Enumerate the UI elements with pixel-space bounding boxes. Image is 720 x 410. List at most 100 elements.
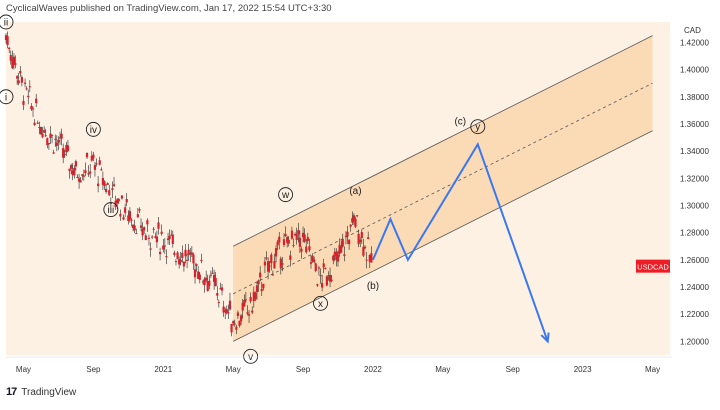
candle-body xyxy=(200,259,203,261)
candle-body xyxy=(225,309,228,314)
candle-body xyxy=(138,209,141,211)
candle-body xyxy=(6,36,9,45)
candle-body xyxy=(11,58,14,69)
candle-body xyxy=(301,232,305,238)
wave-label-2: iv xyxy=(85,121,101,137)
wave-label-text: y xyxy=(475,122,480,133)
candle-body xyxy=(212,274,216,282)
candle-body xyxy=(240,315,243,322)
candle-body xyxy=(182,261,186,267)
candle-body xyxy=(147,237,151,239)
candle-body xyxy=(271,274,274,276)
y-tick-label: 1.20000 xyxy=(680,337,709,346)
candle-body xyxy=(38,127,41,129)
candle-body xyxy=(98,160,101,165)
candle-body xyxy=(206,281,209,291)
y-tick-label: 1.38000 xyxy=(680,93,709,102)
wave-label-circle xyxy=(313,295,328,311)
candle-body xyxy=(85,152,89,158)
candle-body xyxy=(25,88,28,90)
candle-body xyxy=(179,259,182,263)
candle-body xyxy=(214,278,217,287)
candle-body xyxy=(227,312,230,314)
candle-body xyxy=(158,252,162,255)
candle-body xyxy=(279,258,282,269)
candle-body xyxy=(76,176,79,179)
candle-body xyxy=(101,177,104,185)
candle-body xyxy=(295,234,298,241)
candle-body xyxy=(251,310,254,313)
candle-body xyxy=(282,239,286,245)
y-tick-label: 1.32000 xyxy=(680,174,709,183)
x-tick-label: 2021 xyxy=(154,365,172,374)
candle-body xyxy=(160,231,163,234)
candle-body xyxy=(352,215,355,221)
x-tick-label: 2022 xyxy=(364,365,382,374)
candle-body xyxy=(257,280,260,285)
wave-label-circle xyxy=(0,14,14,30)
wave-label-text: x xyxy=(318,299,323,310)
candle-body xyxy=(23,82,27,84)
candle-body xyxy=(166,238,170,240)
wave-label-text: v xyxy=(248,352,253,363)
candle-body xyxy=(44,135,47,137)
candle-body xyxy=(9,55,12,61)
candle-body xyxy=(54,138,57,140)
candle-body xyxy=(198,274,201,280)
candle-body xyxy=(58,137,62,139)
candle-body xyxy=(141,228,144,236)
candle-body xyxy=(57,139,60,143)
projection-path xyxy=(372,142,549,342)
candle-body xyxy=(244,299,247,301)
candle-body xyxy=(4,35,8,41)
price-badge xyxy=(636,259,670,273)
wave-label-0: ii xyxy=(0,14,14,30)
candle-body xyxy=(330,279,333,281)
candle-body xyxy=(152,228,155,230)
candle-body xyxy=(332,255,335,261)
candle-body xyxy=(300,248,303,252)
candle-body xyxy=(367,237,370,240)
candle-body xyxy=(313,259,316,263)
currency-label: CAD xyxy=(684,26,701,35)
candle-body xyxy=(360,232,363,238)
candle-body xyxy=(122,217,125,220)
candle-body xyxy=(77,178,81,182)
candle-body xyxy=(290,230,294,239)
candle-body xyxy=(133,225,136,231)
candle-body xyxy=(63,153,66,155)
candle-body xyxy=(284,234,287,237)
candle-body xyxy=(341,238,344,247)
candle-body xyxy=(60,133,63,139)
price-badge-text: USDCAD xyxy=(637,263,669,272)
candle-body xyxy=(22,100,25,105)
x-tick-label: May xyxy=(16,365,31,374)
candle-body xyxy=(55,142,58,146)
candle-body xyxy=(262,283,265,289)
candle-body xyxy=(368,255,371,262)
candle-body xyxy=(17,80,20,84)
candle-body xyxy=(333,251,336,256)
candle-body xyxy=(154,236,157,238)
channel-upper-line xyxy=(232,35,653,247)
candle-body xyxy=(8,47,11,50)
candle-body xyxy=(292,245,295,247)
candle-body xyxy=(74,161,77,167)
candle-body xyxy=(348,239,351,245)
candle-body xyxy=(273,261,276,269)
candle-body xyxy=(308,246,311,251)
wave-label-9: (c) xyxy=(454,117,466,128)
candle-body xyxy=(228,300,232,310)
candle-body xyxy=(176,252,179,259)
candle-body xyxy=(268,265,271,267)
wave-label-text: iii xyxy=(108,205,115,216)
candle-body xyxy=(92,154,95,159)
candle-body xyxy=(185,259,189,261)
candle-body xyxy=(232,321,235,324)
candle-body xyxy=(35,98,38,104)
wave-label-text: i xyxy=(5,92,7,103)
candle-body xyxy=(189,253,192,255)
candle-body xyxy=(286,237,289,243)
